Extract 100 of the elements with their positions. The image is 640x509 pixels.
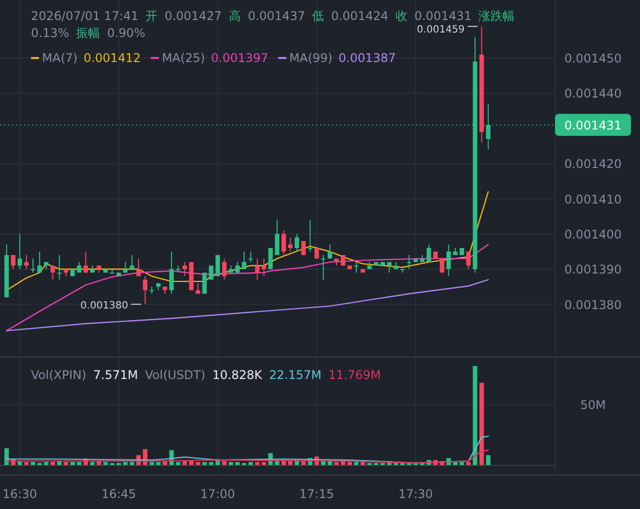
candlestick: [130, 254, 134, 270]
bar: [255, 462, 260, 465]
annotation: Vol(USDT): [145, 368, 206, 382]
annotation: 2026/07/01 17:41: [31, 9, 139, 23]
candlestick: [110, 268, 114, 274]
y-tick-label: 0.001420: [564, 157, 622, 172]
y-tick-label: 0.001380: [564, 298, 622, 312]
candlestick: [281, 230, 286, 256]
bar: [479, 382, 484, 465]
candlestick: [57, 254, 62, 280]
candlestick: [222, 258, 227, 280]
candlestick: [294, 233, 300, 252]
annotation: 0.001424: [331, 9, 388, 23]
bar: [90, 462, 95, 465]
y-tick-label: 0.001440: [564, 86, 622, 101]
bar: [44, 462, 48, 465]
ref-line-label: 0.001431: [564, 118, 622, 132]
bar: [354, 462, 359, 465]
candlestick: [50, 265, 56, 280]
y-tick-label: 0.001390: [564, 262, 622, 277]
bar: [150, 462, 154, 465]
bar: [486, 455, 490, 465]
annotation: 高: [228, 9, 241, 23]
bar: [70, 462, 75, 465]
y-tick-label: 0.001450: [564, 52, 622, 66]
candlestick: [18, 233, 22, 270]
bar: [176, 462, 180, 465]
y-tick-label: 0.001400: [564, 227, 622, 242]
bar: [24, 462, 29, 465]
candlestick: [440, 258, 444, 274]
candlestick: [242, 251, 246, 270]
bar: [76, 462, 82, 465]
bar: [130, 462, 134, 465]
candlestick: [202, 272, 207, 294]
candlestick: [10, 254, 16, 270]
bar: [4, 448, 9, 465]
candlestick: [274, 219, 280, 256]
annotation: 低: [312, 9, 324, 23]
bar: [453, 462, 458, 465]
bar: [466, 462, 471, 465]
bar: [156, 462, 161, 465]
annotation: 0.13%: [31, 26, 70, 40]
x-tick-label: 16:30: [2, 487, 38, 501]
candlestick: [37, 251, 42, 274]
bar: [208, 462, 214, 465]
candlestick: [182, 262, 187, 277]
x-tick-label: 17:15: [299, 487, 334, 501]
candlestick: [426, 244, 432, 263]
candlestick: [84, 251, 88, 274]
candlestick: [328, 244, 332, 260]
bar: [196, 462, 200, 465]
bar: [334, 462, 339, 465]
bar: [460, 462, 464, 465]
x-tick-label: 17:00: [200, 487, 236, 501]
candlestick: [387, 262, 392, 274]
annotation: 0.001397: [211, 51, 268, 65]
candlestick: [142, 276, 148, 305]
bar: [347, 462, 352, 465]
candlestick: [288, 236, 293, 252]
candlestick: [169, 251, 174, 294]
annotation: 7.571M: [93, 368, 138, 382]
bar: [182, 461, 187, 465]
bar: [189, 461, 194, 465]
bar: [360, 462, 366, 465]
candlestick: [136, 258, 141, 277]
annotation: 0.001412: [84, 51, 141, 65]
bar: [50, 462, 56, 465]
annotation: 10.828K: [212, 368, 264, 382]
x-tick-label: 17:30: [398, 487, 433, 501]
annotation: 0.90%: [107, 26, 146, 40]
bar: [64, 462, 68, 465]
legend-label: MA(7): [42, 51, 78, 65]
bar: [103, 462, 108, 465]
candlestick: [308, 219, 312, 252]
bar: [281, 461, 286, 465]
candlestick: [255, 258, 260, 280]
bar: [202, 462, 207, 465]
candlestick: [30, 258, 36, 274]
legend-label: MA(25): [162, 51, 206, 65]
candlestick: [248, 251, 253, 263]
annotation: 开: [146, 9, 158, 23]
candlestick: [262, 258, 266, 277]
candlestick: [406, 254, 412, 270]
line-series: [6, 279, 489, 332]
y-tick-label: 0.001410: [564, 192, 622, 206]
annotation: 11.769M: [328, 368, 381, 382]
annotation: 振幅: [76, 26, 100, 40]
bar: [288, 461, 293, 465]
bar: [262, 462, 266, 465]
x-tick-label: 16:45: [101, 487, 136, 501]
candlestick: [268, 248, 273, 270]
bar: [123, 462, 128, 465]
line-series: [6, 191, 489, 291]
bar: [228, 462, 234, 465]
candlestick: [321, 254, 326, 280]
candlestick: [215, 254, 220, 277]
annotation: 0.001427: [164, 9, 222, 23]
annotation: 0.001459: [416, 24, 465, 36]
annotation: 0.001437: [248, 9, 306, 23]
annotation: 0.001431: [414, 9, 472, 23]
